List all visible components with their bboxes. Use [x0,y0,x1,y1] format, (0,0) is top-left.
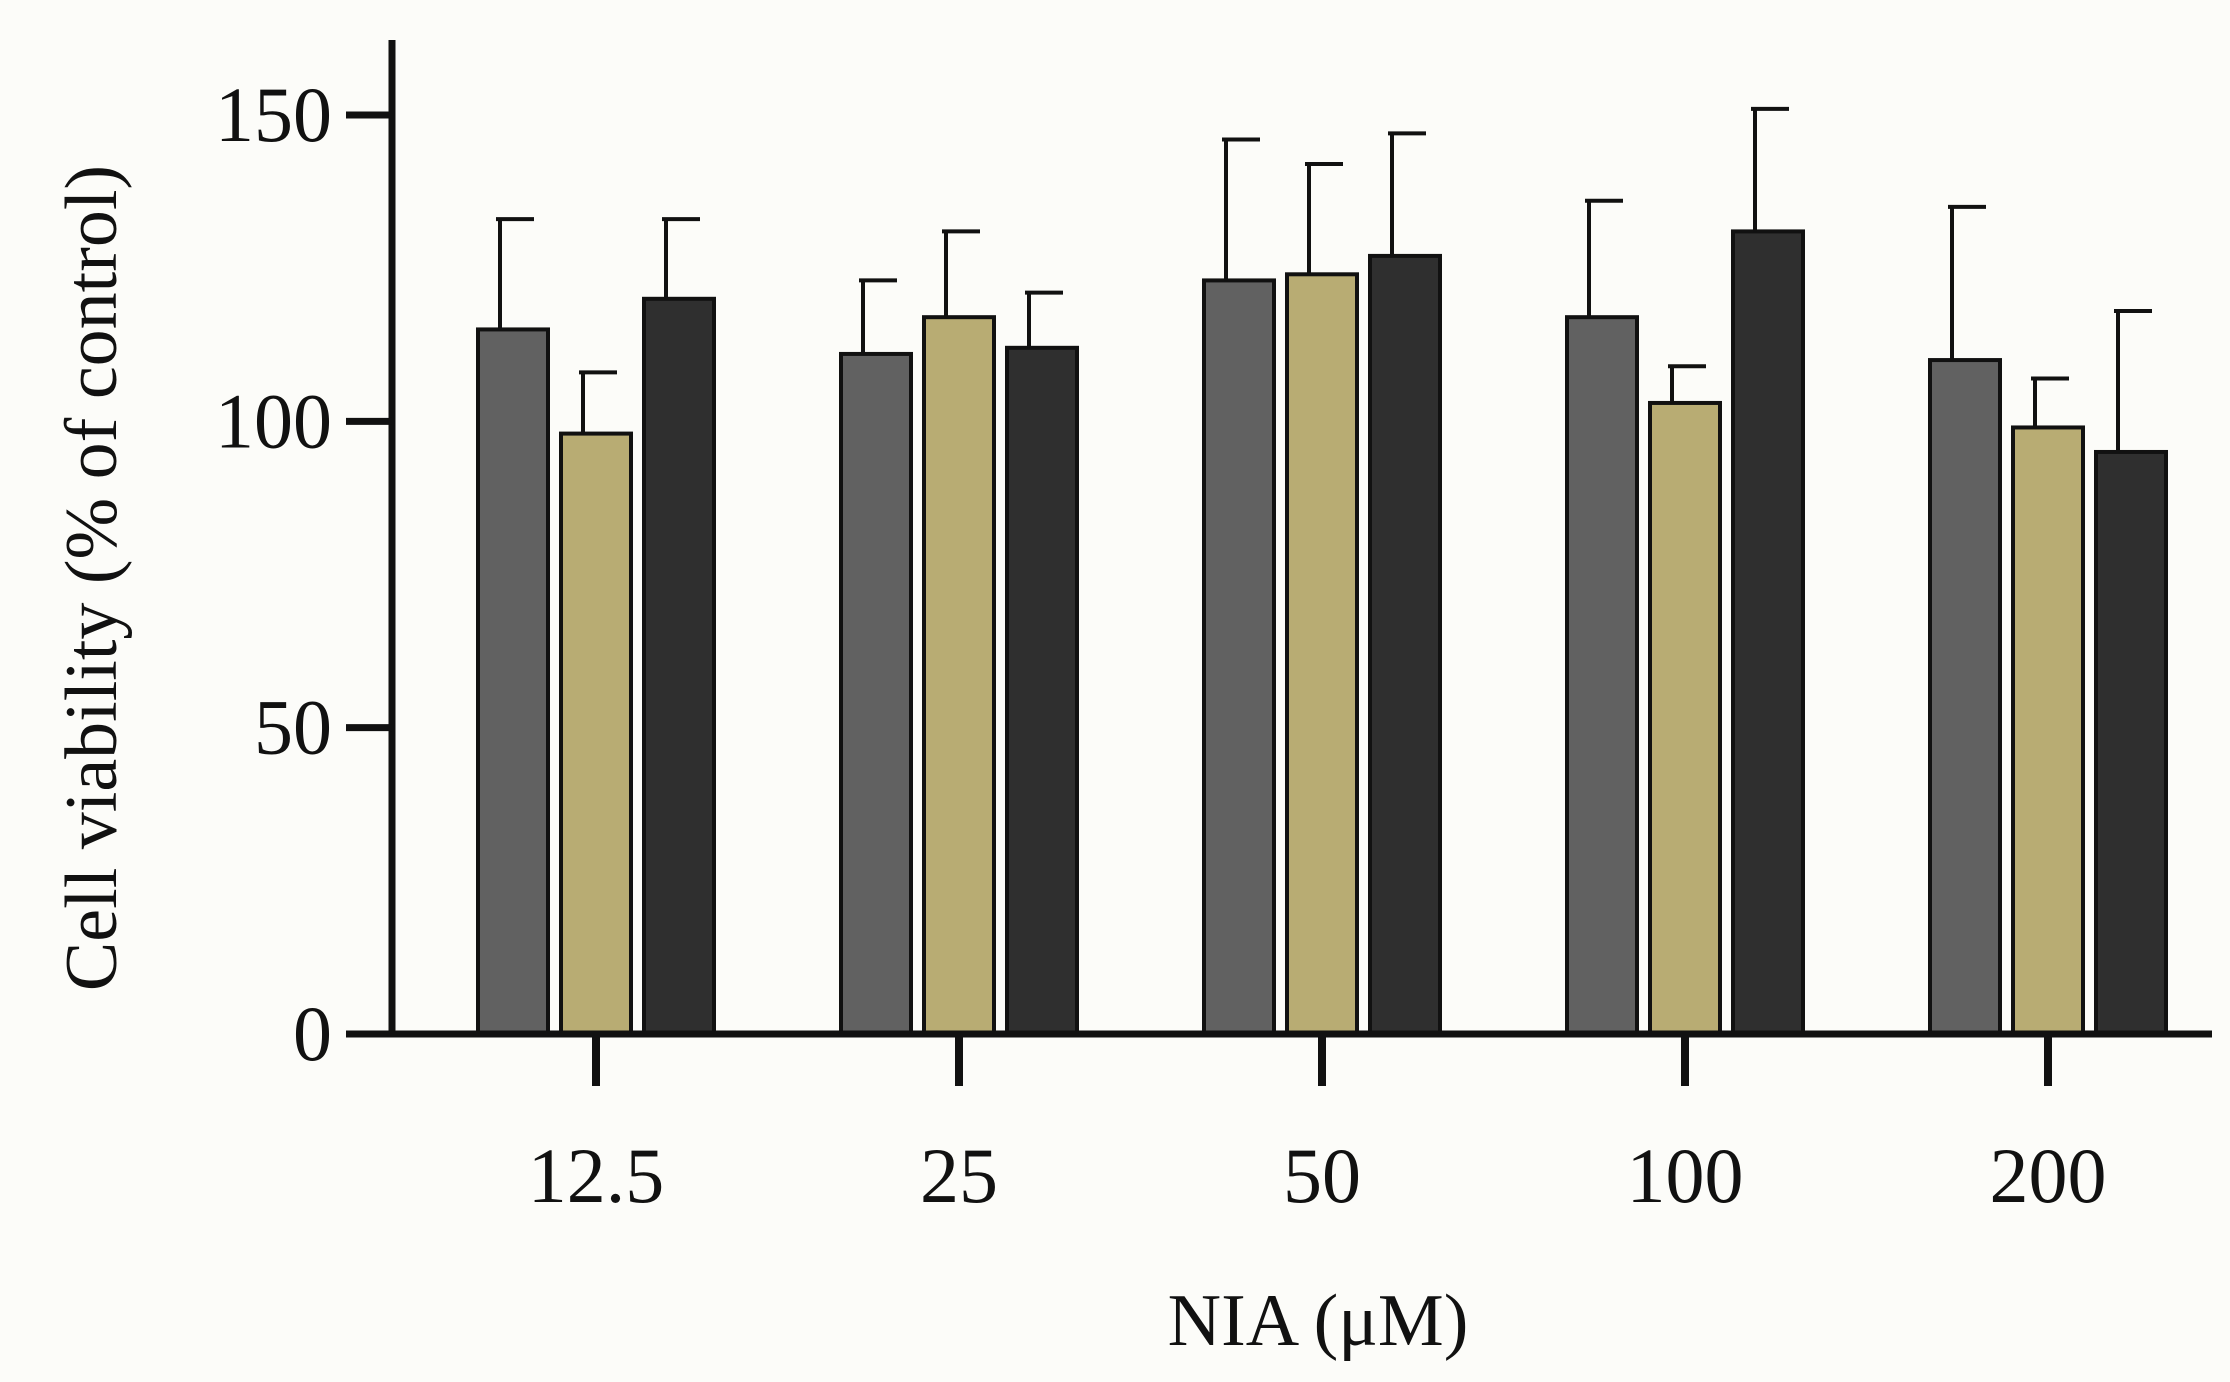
bar-series-3-100 [1731,229,1805,1036]
ticks-group: 12.5 25 50 100 200 0 50 100 150 [215,71,2107,1219]
bar-series-1-50 [1202,278,1276,1037]
y-tick-label-50: 50 [254,684,332,771]
bar-series-2-12_5 [559,431,633,1036]
bar-series-1-25 [839,351,913,1036]
y-tick-label-0: 0 [293,990,332,1077]
x-tick-label-200: 200 [1990,1132,2107,1219]
bar-series-2-25 [922,315,996,1036]
x-axis-title: NIA (μM) [1168,1280,1469,1362]
bar-series-1-100 [1565,315,1639,1036]
bar-series-3-25 [1005,345,1079,1036]
bar-series-2-100 [1648,400,1722,1037]
error-bars-group [496,106,2152,452]
bar-series-2-200 [2011,425,2085,1036]
bar-series-3-200 [2094,449,2168,1036]
y-tick-label-150: 150 [215,71,332,158]
x-tick-label-12_5: 12.5 [528,1132,665,1219]
bar-series-1-12_5 [476,327,550,1036]
bar-series-2-50 [1285,272,1359,1036]
y-tick-label-100: 100 [215,377,332,464]
bar-series-1-200 [1928,358,2002,1037]
axes-group [346,40,2212,1038]
x-tick-label-100: 100 [1627,1132,1744,1219]
y-axis-title: Cell viability (% of control) [51,165,133,991]
bar-series-3-50 [1368,253,1442,1036]
bars-group [476,229,2168,1037]
x-tick-label-25: 25 [920,1132,998,1219]
x-tick-label-50: 50 [1283,1132,1361,1219]
bar-series-3-12_5 [642,296,716,1036]
